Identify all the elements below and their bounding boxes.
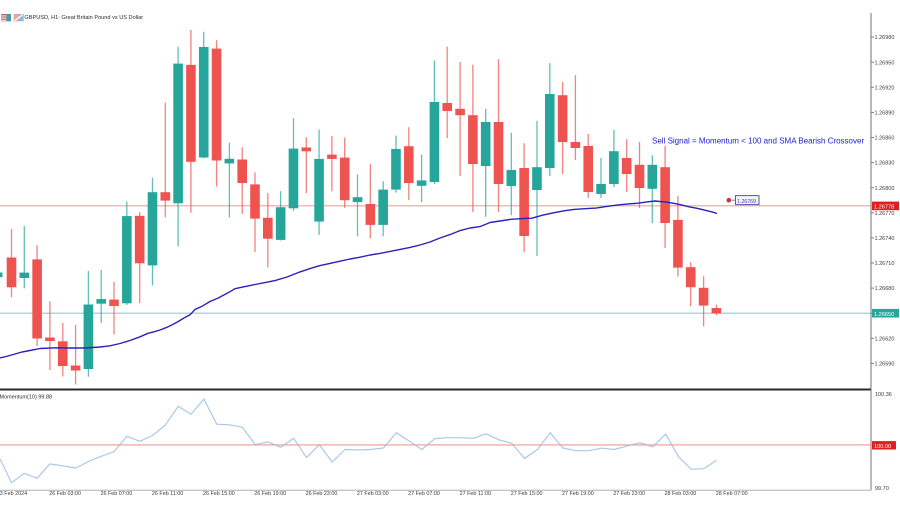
- svg-text:27 Feb 23:00: 27 Feb 23:00: [613, 491, 645, 497]
- svg-text:27 Feb 07:00: 27 Feb 07:00: [408, 491, 440, 497]
- svg-text:100.00: 100.00: [874, 444, 891, 450]
- svg-text:1.26980: 1.26980: [875, 35, 895, 41]
- svg-text:26 Feb 11:00: 26 Feb 11:00: [152, 491, 183, 497]
- svg-text:28 Feb 07:00: 28 Feb 07:00: [716, 491, 748, 497]
- svg-text:1.26650: 1.26650: [874, 312, 894, 318]
- svg-text:27 Feb 15:00: 27 Feb 15:00: [511, 491, 543, 497]
- svg-text:GBPUSD, H1: Great Britain Pou: GBPUSD, H1: Great Britain Pound vs US Do…: [24, 15, 143, 21]
- svg-text:1.26770: 1.26770: [875, 211, 895, 217]
- svg-text:23 Feb 2024: 23 Feb 2024: [0, 491, 27, 497]
- svg-text:1.26920: 1.26920: [875, 85, 895, 91]
- svg-text:1.26590: 1.26590: [875, 362, 895, 368]
- svg-text:26 Feb 19:00: 26 Feb 19:00: [254, 491, 286, 497]
- svg-text:1.26769: 1.26769: [737, 199, 756, 205]
- svg-text:27 Feb 11:00: 27 Feb 11:00: [460, 491, 491, 497]
- svg-text:1.26680: 1.26680: [875, 286, 895, 292]
- svg-text:1.26800: 1.26800: [875, 186, 895, 192]
- svg-text:26 Feb 15:00: 26 Feb 15:00: [203, 491, 235, 497]
- svg-text:26 Feb 03:00: 26 Feb 03:00: [49, 491, 81, 497]
- svg-text:26 Feb 23:00: 26 Feb 23:00: [306, 491, 338, 497]
- svg-text:Sell Signal = Momentum < 100 a: Sell Signal = Momentum < 100 and SMA Bea…: [652, 137, 864, 146]
- svg-text:28 Feb 03:00: 28 Feb 03:00: [665, 491, 697, 497]
- svg-text:1.26778: 1.26778: [874, 205, 894, 211]
- svg-text:27 Feb 03:00: 27 Feb 03:00: [357, 491, 389, 497]
- svg-text:1.26620: 1.26620: [875, 336, 895, 342]
- svg-text:100.36: 100.36: [875, 392, 892, 398]
- svg-text:1.26830: 1.26830: [875, 161, 895, 167]
- svg-text:1.26890: 1.26890: [875, 111, 895, 117]
- svg-text:99.70: 99.70: [875, 486, 889, 492]
- svg-text:1.26950: 1.26950: [875, 60, 895, 66]
- svg-text:27 Feb 19:00: 27 Feb 19:00: [562, 491, 594, 497]
- svg-text:1.26710: 1.26710: [875, 261, 895, 267]
- svg-text:1.26860: 1.26860: [875, 136, 895, 142]
- svg-text:1.26740: 1.26740: [875, 236, 895, 242]
- svg-text:26 Feb 07:00: 26 Feb 07:00: [101, 491, 133, 497]
- svg-text:Momentum(10) 99.88: Momentum(10) 99.88: [0, 394, 52, 400]
